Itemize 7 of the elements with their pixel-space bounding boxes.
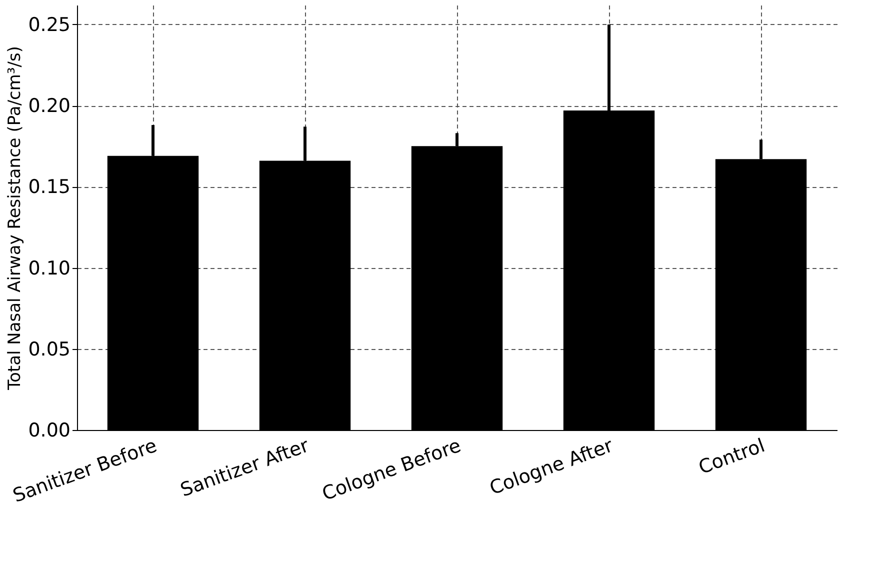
y-tick-label: 0.05	[28, 338, 70, 360]
y-tick-label: 0.20	[28, 95, 70, 118]
y-tick-label: 0.15	[28, 176, 70, 198]
y-tick-label: 0.00	[28, 420, 70, 442]
y-tick-label: 0.10	[28, 257, 70, 280]
y-axis-title: Total Nasal Airway Resistance (Pa/cm³/s)	[5, 46, 26, 391]
y-tick-label: 0.25	[28, 14, 70, 36]
